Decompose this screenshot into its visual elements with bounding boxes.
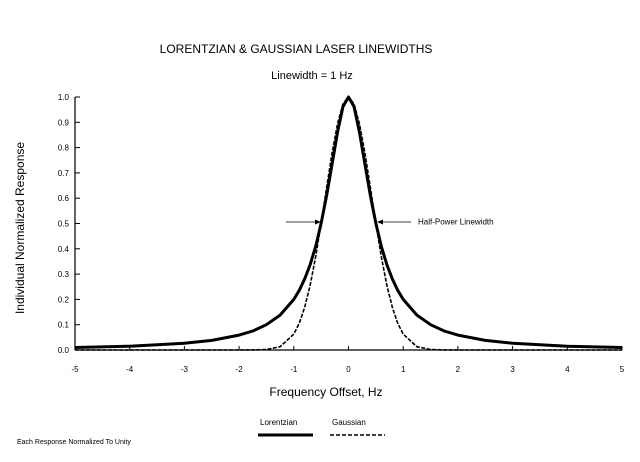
y-tick-label: 0.5 [58,220,70,229]
y-tick-label: 0.8 [58,144,70,153]
lorentzian-series-line [74,95,623,349]
x-tick-label: -4 [126,365,134,374]
x-tick-label: 0 [346,365,351,374]
legend-label-gaussian: Gaussian [332,418,366,427]
legend-label-lorentzian: Lorentzian [260,418,297,427]
footnote: Each Response Normalized To Unity [17,439,131,446]
y-tick-label: 0.2 [58,295,70,304]
plot-area: 0.0 0.1 0.2 0.3 0.4 0.5 0.6 0.7 0.8 0.9 1.0 -5 -4 -3… [58,93,625,374]
chart-subtitle: Linewidth = 1 Hz [271,70,353,82]
y-tick-label: 0.7 [58,169,70,178]
y-ticks: 0.0 0.1 0.2 0.3 0.4 0.5 0.6 0.7 0.8 0.9 1.0 [58,93,80,355]
annotation-arrowhead-right [377,219,383,225]
half-power-annotation: Half-Power Linewidth [286,218,494,227]
y-tick-label: 0.1 [58,321,70,330]
y-tick-label: 1.0 [58,93,70,102]
annotation-text: Half-Power Linewidth [418,218,494,227]
x-tick-label: 3 [510,365,515,374]
y-tick-label: 0.4 [58,245,70,254]
x-tick-label: 5 [620,365,625,374]
y-axis-label: Individual Normalized Response [13,142,27,314]
x-tick-label: -1 [290,365,298,374]
y-tick-label: 0.6 [58,194,70,203]
y-tick-label: 0.3 [58,270,70,279]
x-tick-label: -2 [236,365,244,374]
legend: Lorentzian Gaussian [258,418,385,437]
x-axis-label: Frequency Offset, Hz [269,385,382,399]
x-tick-label: -5 [71,365,79,374]
y-tick-label: 0.0 [58,346,70,355]
annotation-arrowhead-left [315,219,321,225]
x-tick-label: -3 [181,365,189,374]
x-tick-label: 4 [565,365,570,374]
gaussian-series-line [75,95,622,351]
y-tick-label: 0.9 [58,118,70,127]
x-tick-label: 2 [456,365,461,374]
x-tick-label: 1 [401,365,406,374]
chart-title: LORENTZIAN & GAUSSIAN LASER LINEWIDTHS [160,42,433,56]
